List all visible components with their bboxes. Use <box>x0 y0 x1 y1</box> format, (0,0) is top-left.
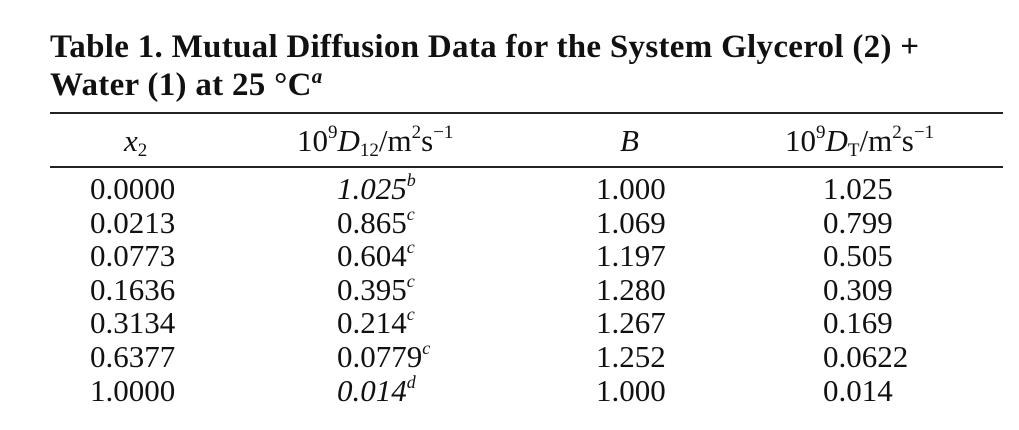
cell-b-value: 1.000 <box>596 171 666 206</box>
cell-x2: 0.0213 <box>90 206 175 239</box>
cell-x2-value: 0.3134 <box>90 305 176 341</box>
header-b: B <box>620 124 639 157</box>
header-d12-tail-exp: −1 <box>433 122 454 143</box>
cell-b: 1.267 <box>596 306 666 339</box>
cell-b: 1.069 <box>596 206 666 239</box>
header-d12-unit: /m <box>378 123 412 158</box>
cell-d12-footnote-mark: c <box>422 338 431 358</box>
cell-x2: 0.3134 <box>90 306 175 339</box>
header-d12-unit-exp: 2 <box>411 122 422 143</box>
cell-d12-footnote-mark: c <box>406 304 415 325</box>
header-d12-symbol: D <box>337 123 360 158</box>
title-footnote-mark: a <box>311 64 323 88</box>
header-x2-sub: 2 <box>137 140 148 161</box>
cell-d12-footnote-mark: c <box>406 203 415 224</box>
cell-x2-value: 0.1636 <box>90 271 176 307</box>
cell-b: 1.280 <box>596 273 666 306</box>
cell-d12-value: 0.395 <box>337 271 407 307</box>
cell-d12: 0.395c <box>337 270 415 307</box>
cell-x2-value: 0.0213 <box>90 204 176 240</box>
cell-d12-footnote-mark: c <box>406 237 415 258</box>
header-d12: 109D12/m2s−1 <box>297 122 454 160</box>
cell-d12-value: 0.214 <box>337 305 407 341</box>
cell-x2: 0.1636 <box>90 273 175 306</box>
cell-dt-value: 0.169 <box>823 305 893 341</box>
cell-d12-footnote-mark: d <box>406 371 416 392</box>
cell-b: 1.197 <box>596 239 666 272</box>
cell-dt: 0.169 <box>823 306 893 339</box>
cell-dt-value: 0.799 <box>823 204 893 240</box>
header-d12-exp: 9 <box>328 122 338 143</box>
cell-d12-footnote-mark: b <box>406 170 416 190</box>
header-dt-exp: 9 <box>816 122 826 143</box>
cell-x2-value: 0.0773 <box>90 238 176 274</box>
cell-d12: 1.025b <box>337 170 416 206</box>
cell-d12: 0.865c <box>337 203 415 240</box>
header-dt-symbol: D <box>825 123 848 158</box>
header-dt: 109DT/m2s−1 <box>785 122 935 160</box>
cell-d12: 0.604c <box>337 237 415 274</box>
cell-b: 1.252 <box>596 340 666 373</box>
cell-dt: 0.505 <box>823 239 893 272</box>
cell-dt-value: 0.014 <box>823 372 893 408</box>
header-rule <box>50 166 1003 168</box>
cell-dt: 1.025 <box>823 172 893 205</box>
header-dt-unit: /m <box>859 123 893 158</box>
cell-d12-value: 0.865 <box>337 204 407 240</box>
cell-d12-value: 0.604 <box>337 238 407 274</box>
cell-b-value: 1.000 <box>596 372 666 408</box>
header-d12-unit-tail: s <box>421 123 434 158</box>
header-b-symbol: B <box>620 123 639 158</box>
cell-dt-value: 0.0622 <box>823 339 909 374</box>
header-d12-sub: 12 <box>359 140 379 161</box>
table-title: Table 1. Mutual Diffusion Data for the S… <box>50 28 990 104</box>
cell-x2-value: 0.0000 <box>90 171 176 206</box>
header-dt-unit-exp: 2 <box>892 122 902 143</box>
cell-dt-value: 1.025 <box>823 171 893 206</box>
cell-x2: 0.0000 <box>90 172 175 205</box>
cell-x2: 0.6377 <box>90 340 175 373</box>
cell-dt-value: 0.505 <box>823 238 893 274</box>
cell-dt: 0.014 <box>823 374 893 407</box>
cell-dt: 0.799 <box>823 206 893 239</box>
cell-b: 1.000 <box>596 172 666 205</box>
cell-d12: 0.014d <box>337 371 416 408</box>
cell-b: 1.000 <box>596 374 666 407</box>
cell-x2-value: 1.0000 <box>90 372 176 408</box>
cell-b-value: 1.280 <box>596 271 666 307</box>
cell-d12-footnote-mark: c <box>406 270 415 291</box>
cell-d12-value: 0.0779 <box>337 339 423 374</box>
cell-b-value: 1.267 <box>596 305 666 341</box>
header-d12-prefix: 10 <box>297 123 328 158</box>
header-dt-tail-exp: −1 <box>913 122 935 143</box>
top-rule <box>50 112 1003 114</box>
cell-x2: 0.0773 <box>90 239 175 272</box>
header-x2-symbol: x <box>124 123 138 158</box>
cell-x2: 1.0000 <box>90 374 175 407</box>
cell-dt-value: 0.309 <box>823 271 893 307</box>
header-dt-prefix: 10 <box>785 123 816 158</box>
cell-b-value: 1.252 <box>596 339 666 374</box>
cell-b-value: 1.197 <box>596 238 666 274</box>
cell-d12-value: 0.014 <box>337 372 407 408</box>
cell-x2-value: 0.6377 <box>90 339 176 374</box>
cell-d12-value: 1.025 <box>337 171 407 206</box>
cell-dt: 0.0622 <box>823 340 908 373</box>
header-dt-sub: T <box>847 140 860 161</box>
cell-b-value: 1.069 <box>596 204 666 240</box>
table-title-text: Table 1. Mutual Diffusion Data for the S… <box>50 29 920 103</box>
header-dt-unit-tail: s <box>901 123 914 158</box>
cell-d12: 0.214c <box>337 304 415 341</box>
cell-d12: 0.0779c <box>337 338 431 374</box>
cell-dt: 0.309 <box>823 273 893 306</box>
header-x2: x2 <box>124 123 147 160</box>
